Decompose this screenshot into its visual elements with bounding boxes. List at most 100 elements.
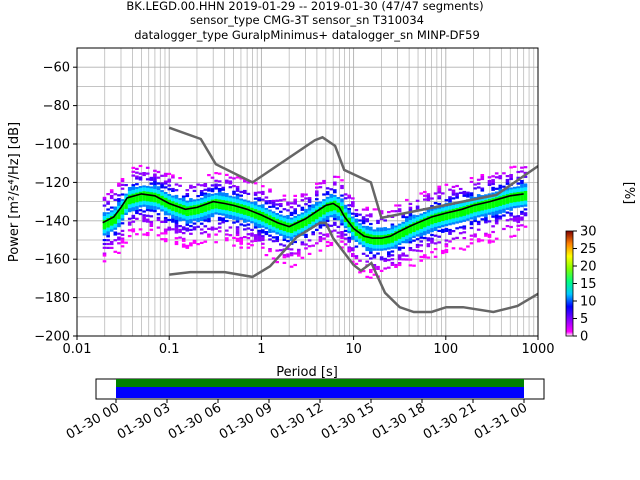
psd-cell [293, 225, 297, 228]
psd-cell [361, 231, 366, 234]
psd-cell [239, 213, 243, 216]
psd-cell [387, 232, 391, 235]
psd-cell [494, 208, 499, 211]
psd-cell [228, 205, 233, 208]
psd-cell [102, 254, 107, 257]
psd-cell [466, 203, 470, 206]
psd-cell [354, 245, 359, 248]
psd-cell [199, 215, 204, 218]
psd-cell [307, 197, 312, 200]
psd-cell [174, 202, 179, 205]
psd-cell [199, 222, 204, 225]
psd-cell [124, 203, 128, 206]
psd-cell [351, 235, 355, 238]
psd-cell [289, 231, 294, 234]
psd-cell [253, 236, 258, 239]
psd-cell [138, 209, 143, 212]
psd-cell [192, 211, 197, 214]
psd-cell [369, 276, 373, 279]
psd-cell [322, 220, 326, 223]
psd-cell [372, 242, 377, 246]
psd-cell [275, 232, 279, 235]
psd-cell [145, 197, 150, 200]
psd-cell [437, 206, 441, 209]
psd-cell [131, 197, 136, 200]
psd-cell [127, 235, 132, 238]
psd-cell [282, 194, 287, 197]
psd-cell [271, 236, 276, 239]
psd-cell [174, 242, 179, 246]
psd-cell [235, 228, 240, 231]
psd-cell [307, 216, 312, 219]
psd-cell [480, 204, 485, 207]
psd-cell [347, 223, 351, 226]
psd-cell [171, 199, 175, 202]
psd-cell [466, 216, 470, 219]
psd-cell [304, 222, 308, 225]
psd-cell [315, 203, 319, 206]
psd-cell [394, 263, 398, 267]
psd-cell [405, 220, 409, 223]
psd-cell [347, 213, 351, 216]
psd-cell [153, 181, 157, 184]
psd-cell [451, 220, 456, 223]
psd-cell [494, 216, 499, 219]
psd-cell [304, 212, 308, 215]
psd-cell [171, 209, 175, 212]
psd-cell [142, 196, 146, 200]
psd-cell [275, 207, 279, 210]
psd-cell [189, 202, 193, 205]
psd-cell [153, 177, 157, 180]
psd-cell [372, 254, 377, 257]
psd-cell [189, 184, 193, 187]
psd-cell [351, 231, 355, 234]
psd-cell [293, 221, 297, 224]
psd-cell [271, 215, 276, 218]
psd-cell [333, 200, 337, 203]
psd-cell [437, 202, 441, 206]
psd-cell [458, 207, 463, 210]
psd-cell [135, 171, 139, 174]
psd-cell [448, 228, 452, 232]
psd-cell [261, 210, 265, 213]
psd-cell [279, 231, 283, 234]
psd-cell [120, 210, 125, 213]
psd-cell [109, 246, 114, 249]
psd-cell [476, 194, 481, 197]
psd-cell [444, 206, 449, 209]
psd-cell [358, 271, 362, 274]
psd-cell [124, 210, 128, 214]
psd-cell [214, 227, 218, 230]
psd-cell [358, 242, 362, 245]
psd-cell [369, 226, 373, 229]
psd-cell [225, 193, 229, 196]
psd-cell [167, 209, 172, 212]
psd-cell [171, 195, 175, 198]
psd-cell [117, 238, 121, 241]
psd-cell [322, 179, 326, 183]
psd-cell [153, 175, 157, 178]
psd-cell [149, 203, 154, 206]
psd-cell [333, 181, 337, 184]
psd-cell [433, 219, 438, 222]
psd-cell [102, 242, 107, 246]
psd-cell [174, 231, 179, 234]
psd-cell [196, 183, 200, 186]
psd-cell [120, 216, 125, 219]
psd-cell [300, 208, 305, 211]
psd-cell [163, 180, 168, 183]
psd-cell [333, 221, 337, 224]
psd-cell [289, 229, 294, 232]
psd-cell [268, 213, 272, 216]
psd-cell [250, 217, 254, 220]
psd-cell [239, 246, 243, 249]
psd-cell [167, 213, 172, 216]
psd-cell [109, 189, 114, 192]
psd-cell [484, 200, 488, 203]
psd-cell [387, 228, 391, 231]
psd-cell [304, 243, 308, 246]
psd-cell [282, 261, 287, 264]
psd-cell [120, 245, 125, 248]
psd-cell [243, 212, 247, 216]
psd-cell [505, 198, 510, 201]
